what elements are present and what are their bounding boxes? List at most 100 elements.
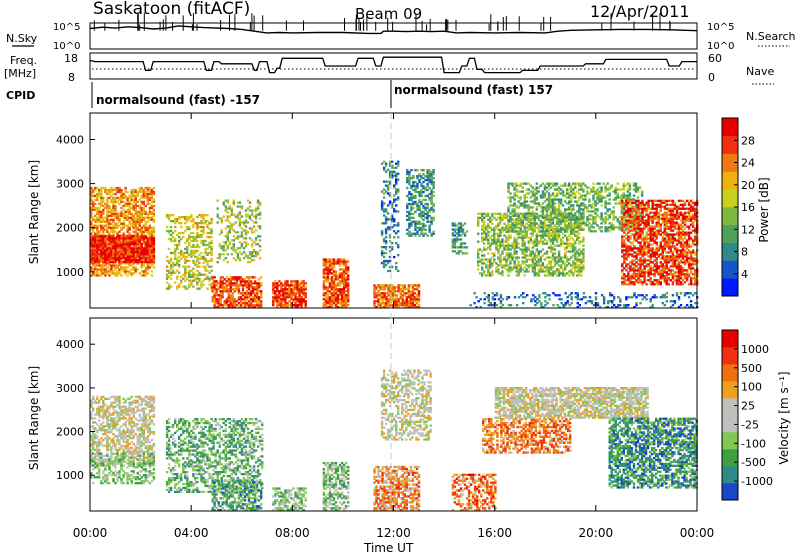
power-cell [513,214,516,217]
power-cell [382,263,386,267]
power-cell [246,215,250,218]
power-cell [142,270,145,273]
power-cell [391,226,394,229]
power-cell [221,276,224,279]
power-cell [430,216,433,219]
power-cell [136,261,139,264]
power-cell [257,306,261,309]
power-cell [564,224,567,227]
power-cell [248,215,252,218]
power-cell [276,284,279,287]
power-cell [272,296,275,299]
power-cell [572,218,575,221]
power-cell [342,300,346,303]
power-cell [422,169,425,172]
power-cell [495,224,498,227]
power-cell [483,236,486,239]
power-cell [296,290,299,293]
power-cell [200,283,203,286]
power-cell [176,245,179,249]
power-cell [134,212,137,215]
power-cell [559,258,563,261]
power-cell [142,190,145,194]
power-cell [408,226,411,229]
power-cell [106,245,109,248]
power-cell [545,190,549,193]
power-cell [545,204,549,207]
power-cell [204,273,207,276]
power-cell [527,266,530,269]
power-cell [553,188,557,191]
power-cell [533,244,536,247]
power-cell [551,234,555,237]
power-cell [543,208,547,211]
power-cell [397,230,400,233]
power-cell [134,261,137,264]
power-cell [250,231,254,234]
power-cell [537,214,541,217]
power-cell [106,218,109,221]
power-cell [580,188,583,191]
power-cell [549,198,553,201]
power-cell [578,254,581,257]
power-cell [507,222,510,225]
power-cell [138,186,141,190]
power-cell [572,222,575,225]
power-cell [576,260,579,263]
power-cell [384,164,388,167]
power-cell [551,248,555,251]
power-cell [208,277,211,280]
power-cell [146,243,150,246]
power-cell [501,270,504,273]
power-cell [561,272,565,275]
power-cell [523,262,526,265]
power-cell [230,207,233,210]
power-cell [527,254,530,257]
power-cell [511,212,514,215]
power-cell [174,251,177,255]
power-cell [578,222,581,225]
power-cell [393,288,396,291]
power-cell [519,232,522,235]
power-cell [200,273,203,276]
power-cell [582,268,585,271]
power-cell [108,232,111,235]
power-cell [192,220,195,223]
power-cell [501,238,504,241]
power-cell [324,280,328,283]
power-cell [576,190,579,193]
power-cell [96,247,99,250]
power-cell [340,282,344,285]
power-cell [106,272,109,275]
power-cell [229,302,232,305]
power-cell [539,266,543,269]
power-cell [557,192,561,195]
power-cell [401,294,404,297]
power-cell [413,298,417,301]
power-cell [108,222,111,225]
power-cell [513,204,516,207]
power-cell [235,284,239,287]
power-cell [142,249,145,252]
power-cell [104,255,107,258]
power-cell [561,216,565,219]
power-cell [342,302,346,305]
power-cell [112,226,115,229]
power-cell [124,251,127,254]
power-cell [344,266,348,269]
power-cell [102,257,105,260]
power-cell [120,234,123,237]
power-cell [230,209,233,212]
power-cell [272,298,275,301]
power-cell [260,292,263,295]
power-cell [519,202,522,205]
power-cell [128,202,131,206]
power-cell [136,249,139,252]
power-cell [122,261,125,264]
power-cell [340,280,344,283]
power-cell [553,256,557,259]
power-cell [495,232,498,235]
power-cell [98,232,101,235]
power-cell [215,300,218,303]
power-cell [580,218,583,221]
